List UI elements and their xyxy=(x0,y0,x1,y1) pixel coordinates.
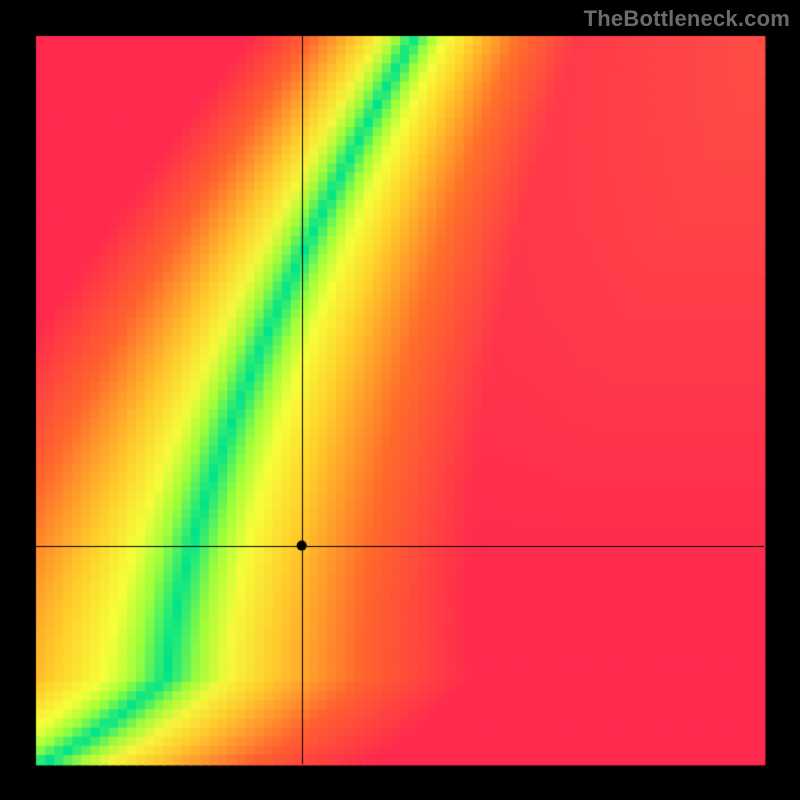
heatmap-chart xyxy=(0,0,800,800)
watermark-label: TheBottleneck.com xyxy=(584,6,790,32)
